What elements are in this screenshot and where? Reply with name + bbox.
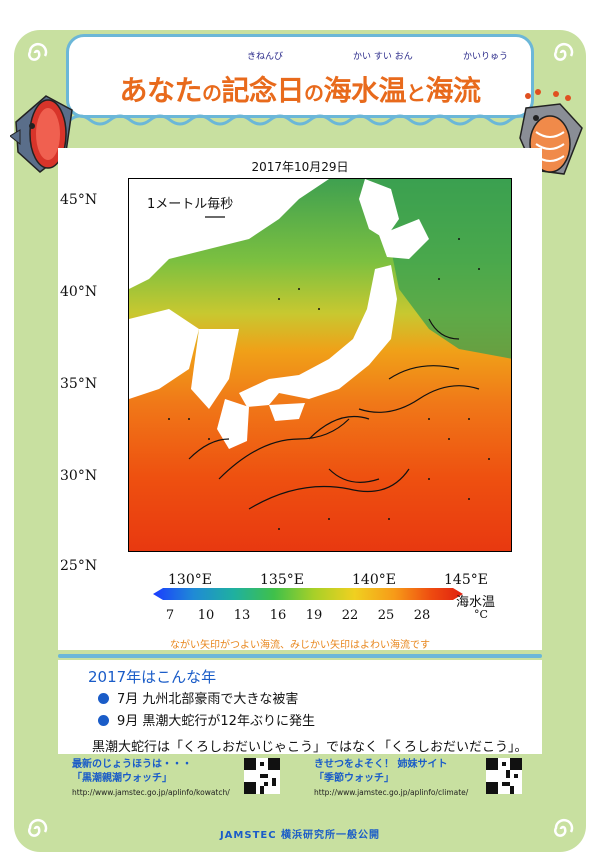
qr-code-icon[interactable] [486,758,522,794]
colorbar-tick: 19 [305,608,323,623]
map-canvas [129,179,511,551]
footer-credit: JAMSTEC 横浜研究所一般公開 [219,830,381,841]
land-kyushu [217,399,249,449]
link-kowatch-title: 最新のじょうほうは・・・ [72,759,192,770]
colorbar-tick: 25 [377,608,395,623]
temperature-colorbar [153,588,463,600]
vector-grid [168,238,490,530]
wave-decoration [70,114,530,126]
sea-temperature-map: 1メートル毎秒 [128,178,512,552]
colorbar-unit: °C [474,608,488,621]
lat-label-35: 35°N [60,376,98,392]
map-date: 2017年10月29日 [251,160,349,174]
link-kowatch[interactable]: 最新のじょうほうは・・・ 「黒潮親潮ウォッチ」 http://www.jamst… [72,758,242,802]
lon-label-145: 145°E [444,572,488,588]
colorbar-tick: 7 [165,608,175,623]
title-banner: きねんび かい すい おん かいりゅう あなたの記念日の海水温と海流 [66,34,534,118]
land-asia-south [129,309,199,399]
lon-label-140: 140°E [352,572,396,588]
colorbar-title: 海水温 [456,595,496,610]
current-arrows [188,318,480,510]
event-item: 9月 黒潮大蛇行が12年ぶりに発生 [98,710,315,729]
lat-label-25: 25°N [60,558,98,574]
land-korea [191,329,239,409]
swirl-ornament-icon [28,818,48,837]
colorbar-tick: 16 [269,608,287,623]
bullet-icon [98,715,109,726]
link-kowatch-url[interactable]: http://www.jamstec.go.jp/aplinfo/kowatch… [72,788,230,797]
colorbar-tick: 10 [197,608,215,623]
link-climate-name: 「季節ウォッチ」 [314,773,394,784]
events-panel: 2017年はこんな年 7月 九州北部豪雨で大きな被害 9月 黒潮大蛇行が12年ぶ… [58,660,542,755]
lon-label-135: 135°E [260,572,304,588]
events-note: 黒潮大蛇行は「くろしおだいじゃこう」ではなく「くろしおだいだこう」。 [92,740,528,755]
land-shikoku [269,403,305,421]
link-climate[interactable]: きせつをよそく！ 姉妹サイト 「季節ウォッチ」 http://www.jamst… [314,758,484,802]
colorbar-tick: 13 [233,608,251,623]
swirl-ornament-icon [28,42,48,61]
qr-code-icon[interactable] [244,758,280,794]
events-title: 2017年はこんな年 [88,668,217,686]
bullet-icon [98,693,109,704]
event-item: 7月 九州北部豪雨で大きな被害 [98,688,298,707]
link-climate-title: きせつをよそく！ 姉妹サイト [314,759,448,770]
swirl-ornament-icon [554,818,574,837]
link-kowatch-name: 「黒潮親潮ウォッチ」 [72,773,172,784]
map-panel: 2017年10月29日 45°N 40°N 35°N 30°N 25°N [58,148,542,650]
lat-label-30: 30°N [60,468,98,484]
lat-label-45: 45°N [60,192,98,208]
reference-arrow-label: 1メートル毎秒 [147,197,234,212]
colorbar-tick: 22 [341,608,359,623]
ruby-kairyu: かいりゅう [463,52,509,62]
lat-label-40: 40°N [60,284,98,300]
land-asia-north [129,179,329,289]
page-title: あなたの記念日の海水温と海流 [119,74,481,107]
land-sakhalin [359,179,399,239]
land-hokkaido [379,219,429,259]
link-climate-url[interactable]: http://www.jamstec.go.jp/aplinfo/climate… [314,788,469,797]
lon-label-130: 130°E [168,572,212,588]
map-caption: ながい矢印がつよい海流、みじかい矢印はよわい海流です [170,640,430,651]
ruby-kaisuion: かい すい おん [353,52,413,62]
ruby-kinenbi: きねんび [247,52,284,62]
land-honshu [239,265,397,407]
swirl-ornament-icon [554,42,574,61]
colorbar-tick: 28 [413,608,431,623]
section-divider [58,654,542,658]
